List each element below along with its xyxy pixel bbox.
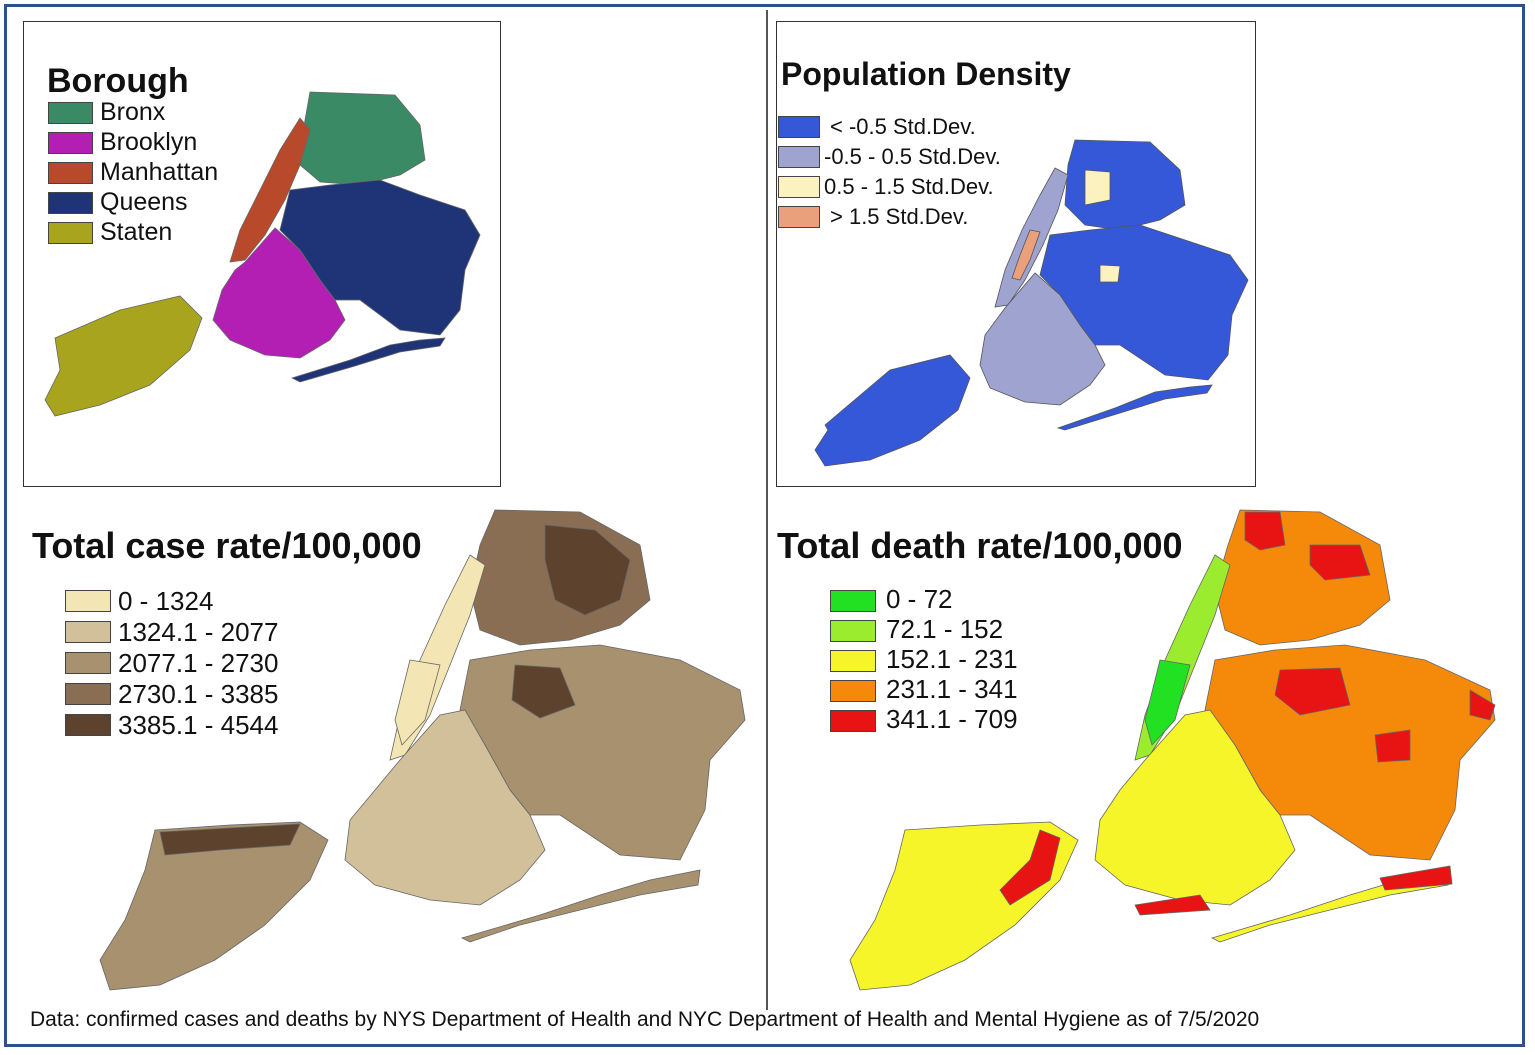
cases-manhattan-low (394, 659, 441, 746)
density-queens-mid (1099, 264, 1121, 283)
cases-legend-title: Total case rate/100,000 (32, 525, 422, 566)
outer-frame (4, 4, 1525, 1047)
case-rate-map (99, 509, 746, 991)
legend-label-deaths-2: 72.1 - 152 (886, 614, 1004, 644)
legend-swatch-bronx (48, 102, 93, 124)
legend-swatch-deaths-3 (830, 650, 876, 672)
deaths-queens-high (1274, 667, 1351, 716)
borough-bronx-region (299, 91, 426, 186)
legend-swatch-staten (48, 222, 93, 244)
legend-swatch-density-veryhigh (778, 206, 820, 228)
deaths-bronx-high (1244, 511, 1286, 551)
density-bronx-region (1064, 139, 1186, 231)
density-brooklyn-region (979, 272, 1106, 406)
deaths-queens-high-2 (1374, 729, 1411, 763)
legend-swatch-cases-5 (65, 714, 111, 736)
borough-manhattan-region (229, 117, 311, 263)
death-rate-map (849, 509, 1496, 991)
cases-brooklyn-region (344, 709, 546, 906)
density-manhattan-high (1011, 229, 1041, 281)
legend-label-staten: Staten (100, 218, 173, 246)
deaths-staten-high (999, 829, 1061, 906)
legend-swatch-deaths-1 (830, 590, 876, 612)
legend-swatch-deaths-4 (830, 680, 876, 702)
deaths-rockaway-high (1134, 894, 1211, 916)
borough-brooklyn-region (212, 227, 346, 359)
cases-rockaway-region (460, 869, 701, 943)
legend-label-density-low: < -0.5 Std.Dev. (830, 114, 976, 139)
cases-queens-high (511, 664, 576, 719)
legend-label-deaths-4: 231.1 - 341 (886, 674, 1018, 704)
density-staten-region (814, 354, 971, 467)
density-rockaway-region (1056, 384, 1213, 431)
legend-label-density-veryhigh: > 1.5 Std.Dev. (830, 204, 969, 229)
legend-label-bronx: Bronx (100, 98, 166, 126)
legend-swatch-deaths-5 (830, 710, 876, 732)
density-bronx-mid (1084, 169, 1111, 206)
legend-swatch-cases-2 (65, 621, 111, 643)
legend-swatch-cases-4 (65, 683, 111, 705)
legend-label-brooklyn: Brooklyn (100, 128, 198, 156)
deaths-rockaway-high-2 (1379, 865, 1453, 891)
deaths-staten-region (849, 821, 1079, 991)
vertical-divider (766, 10, 768, 1010)
legend-swatch-cases-3 (65, 652, 111, 674)
deaths-bronx-high-2 (1309, 544, 1371, 581)
deaths-legend-title: Total death rate/100,000 (777, 525, 1183, 566)
cases-staten-region (99, 821, 329, 991)
legend-label-cases-2: 1324.1 - 2077 (118, 617, 279, 647)
legend-label-deaths-1: 0 - 72 (886, 584, 953, 614)
legend-label-manhattan: Manhattan (100, 158, 219, 186)
deaths-brooklyn-region (1094, 709, 1296, 906)
borough-legend-title: Borough (47, 62, 189, 100)
deaths-manhattan-low (1144, 659, 1191, 746)
density-map (814, 139, 1249, 467)
deaths-bronx-region (1214, 509, 1391, 646)
legend-swatch-density-low (778, 116, 820, 138)
legend-label-cases-5: 3385.1 - 4544 (118, 710, 279, 740)
legend-label-density-high: 0.5 - 1.5 Std.Dev. (824, 174, 994, 199)
legend-label-queens: Queens (100, 188, 188, 216)
legend-label-cases-4: 2730.1 - 3385 (118, 679, 279, 709)
legend-swatch-cases-1 (65, 590, 111, 612)
cases-staten-high (159, 823, 301, 856)
borough-staten-region (44, 295, 203, 417)
legend-label-deaths-5: 341.1 - 709 (886, 704, 1018, 734)
cases-bronx-high (544, 524, 631, 616)
legend-label-density-mid: -0.5 - 0.5 Std.Dev. (824, 144, 1001, 169)
density-legend-title: Population Density (781, 56, 1071, 92)
legend-swatch-brooklyn (48, 132, 93, 154)
deaths-queens-east-high (1469, 689, 1496, 721)
borough-queens-rockaway (290, 337, 446, 383)
legend-swatch-manhattan (48, 162, 93, 184)
source-note: Data: confirmed cases and deaths by NYS … (30, 1008, 1260, 1031)
legend-label-deaths-3: 152.1 - 231 (886, 644, 1018, 674)
legend-swatch-queens (48, 192, 93, 214)
borough-map (44, 91, 481, 417)
legend-swatch-deaths-2 (830, 620, 876, 642)
legend-swatch-density-mid (778, 146, 820, 168)
legend-label-cases-3: 2077.1 - 2730 (118, 648, 279, 678)
legend-swatch-density-high (778, 176, 820, 198)
legend-label-cases-1: 0 - 1324 (118, 586, 214, 616)
